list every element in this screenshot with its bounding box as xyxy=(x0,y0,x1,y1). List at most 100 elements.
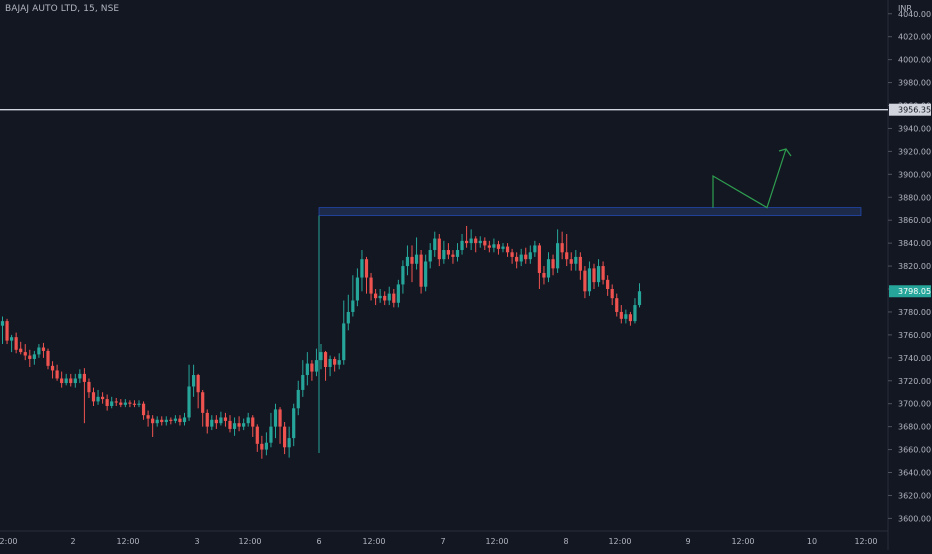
candle-body xyxy=(433,238,437,251)
time-tick-label: 6 xyxy=(316,537,321,546)
candle-body xyxy=(378,295,382,299)
resistance-zone[interactable] xyxy=(318,207,862,453)
candle-body xyxy=(637,291,642,306)
candle-body xyxy=(424,261,428,287)
candle-body xyxy=(496,244,501,249)
candle-body xyxy=(601,266,605,280)
candle-body xyxy=(587,268,592,292)
candle-body xyxy=(160,419,164,423)
candle-body xyxy=(333,358,337,365)
candle-body xyxy=(205,412,209,427)
candle-body xyxy=(619,311,623,319)
price-tick-label: 3780.00 xyxy=(898,308,931,317)
currency-label: INR xyxy=(898,4,912,13)
candle-body xyxy=(223,417,228,421)
last-price-label: 3798.05 xyxy=(898,287,931,296)
projection-arrow[interactable] xyxy=(712,148,792,209)
candle-body xyxy=(196,375,200,393)
candle-body xyxy=(301,375,305,390)
candle-body xyxy=(337,360,341,365)
candle-body xyxy=(583,270,587,292)
time-tick-label: 12:00 xyxy=(854,537,877,546)
candle-body xyxy=(556,243,560,269)
candle-body xyxy=(351,300,355,312)
candle-body xyxy=(546,259,551,278)
time-tick-label: 2 xyxy=(70,537,75,546)
price-tick-label: 4000.00 xyxy=(898,56,931,65)
candle-body xyxy=(515,256,519,262)
price-tick-label: 3840.00 xyxy=(898,239,931,248)
candle-body xyxy=(474,238,478,244)
price-tick-label: 4040.00 xyxy=(898,10,931,19)
candle-body xyxy=(242,423,246,427)
candle-body xyxy=(414,254,419,264)
price-tick-label: 3980.00 xyxy=(898,79,931,88)
price-tick-label: 3880.00 xyxy=(898,193,931,202)
candle-body xyxy=(5,321,9,341)
price-axis-background xyxy=(888,0,932,550)
candle-body xyxy=(410,256,414,264)
candle-body xyxy=(201,392,205,413)
candle-body xyxy=(615,298,619,312)
zone-box xyxy=(318,207,862,217)
price-tick-label: 3620.00 xyxy=(898,491,931,500)
symbol-title[interactable]: BAJAJ AUTO LTD, 15, NSE xyxy=(5,4,120,14)
candle-body xyxy=(319,352,323,361)
candle-body xyxy=(28,355,32,359)
candle-body xyxy=(91,392,96,402)
candle-body xyxy=(524,254,528,260)
hline-price-label-bg xyxy=(889,103,931,116)
candle-body xyxy=(141,403,146,416)
candle-body xyxy=(82,373,86,382)
price-tick-label: 3640.00 xyxy=(898,469,931,478)
candle-body xyxy=(537,245,541,273)
time-tick-label: 12:00 xyxy=(731,537,754,546)
candle-body xyxy=(323,352,328,367)
candle-body xyxy=(396,284,400,303)
candle-body xyxy=(169,419,173,421)
candle-body xyxy=(128,402,132,404)
candle-body xyxy=(624,314,628,319)
candle-body xyxy=(182,417,187,423)
candle-body xyxy=(528,252,532,260)
candle-body xyxy=(383,295,387,301)
candle-body xyxy=(155,419,159,424)
price-tick-label: 3740.00 xyxy=(898,354,931,363)
candle-body xyxy=(237,423,241,427)
candle-body xyxy=(228,420,232,429)
candle-body xyxy=(264,442,268,450)
candle-body xyxy=(360,259,364,278)
candle-body xyxy=(50,365,55,371)
price-tick-label: 3760.00 xyxy=(898,331,931,340)
candle-body xyxy=(483,240,487,246)
candle-body xyxy=(628,314,632,322)
price-tick-label: 3600.00 xyxy=(898,514,931,523)
candle-body xyxy=(542,272,546,278)
candle-body xyxy=(346,311,350,324)
candle-body xyxy=(151,418,155,424)
candle-body xyxy=(287,438,291,448)
candle-body xyxy=(596,266,601,283)
candle-body xyxy=(355,277,359,301)
candle-body xyxy=(451,254,455,257)
candle-body xyxy=(328,358,332,367)
candle-body xyxy=(219,417,223,424)
candle-body xyxy=(342,323,346,361)
candle-body xyxy=(565,252,569,260)
price-tick-label: 3660.00 xyxy=(898,446,931,455)
candle-body xyxy=(560,243,564,253)
arrow-path xyxy=(712,148,787,209)
candle-body xyxy=(69,378,73,384)
candle-body xyxy=(10,337,14,341)
time-tick-label: 9 xyxy=(685,537,690,546)
candle-body xyxy=(442,250,446,260)
candle-body xyxy=(173,418,177,421)
candle-body xyxy=(392,293,396,303)
candle-body xyxy=(519,254,523,262)
candle-body xyxy=(214,419,218,424)
candle-body xyxy=(55,370,59,379)
candle-body xyxy=(73,378,77,384)
candle-body xyxy=(0,321,5,326)
